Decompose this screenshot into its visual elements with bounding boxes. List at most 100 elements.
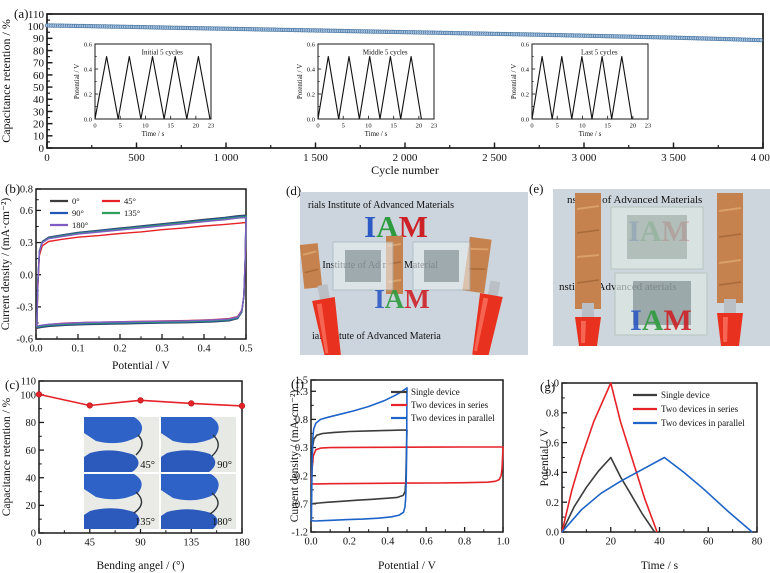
svg-text:0.0: 0.0 <box>20 270 33 281</box>
transparent-device-top <box>610 206 704 270</box>
bend-angle-label: 135° <box>135 517 155 528</box>
svg-text:0.6: 0.6 <box>20 206 33 217</box>
bending-photos-inset: 45° 90° 135° 180° <box>84 417 236 529</box>
svg-text:100: 100 <box>28 21 45 33</box>
initial-cycles-inset: 0 5 10 15 20 23 0.0 0.2 0.4 0.6 Time / s Potential … <box>73 41 214 138</box>
svg-text:-0.7: -0.7 <box>291 500 308 511</box>
svg-text:0.0: 0.0 <box>84 116 92 123</box>
alligator-clip-left <box>575 303 601 346</box>
svg-text:0.6: 0.6 <box>420 537 433 548</box>
svg-text:1.0: 1.0 <box>496 537 509 548</box>
svg-text:60: 60 <box>33 70 45 82</box>
bend-angle-label: 180° <box>212 517 232 528</box>
svg-text:0.2: 0.2 <box>307 91 315 98</box>
svg-text:0.2: 0.2 <box>546 498 559 509</box>
copper-tape-left <box>300 243 323 289</box>
svg-text:20: 20 <box>416 123 423 130</box>
svg-text:1.5: 1.5 <box>295 376 308 387</box>
svg-text:0.0: 0.0 <box>304 537 317 548</box>
svg-text:Two devices in series: Two devices in series <box>411 400 489 410</box>
svg-text:100: 100 <box>20 390 36 401</box>
copper-tape-left <box>575 193 601 309</box>
bend-photo-135: 135° <box>84 474 159 529</box>
svg-text:10: 10 <box>365 123 372 130</box>
svg-text:0: 0 <box>36 538 41 549</box>
bend-angle-label: 90° <box>217 460 232 471</box>
svg-text:90: 90 <box>33 33 45 45</box>
svg-text:-0.2: -0.2 <box>291 471 308 482</box>
panel-label-b: (b) <box>5 181 21 196</box>
svg-text:0.8: 0.8 <box>458 537 471 548</box>
svg-text:0.6: 0.6 <box>521 41 530 48</box>
svg-text:Current density / (mA·cm⁻²): Current density / (mA·cm⁻²) <box>0 198 12 331</box>
svg-text:Two devices in parallel: Two devices in parallel <box>411 413 495 423</box>
cv-series-parallel-chart: 0.0 0.2 0.4 0.6 0.8 1.0 -1.2 -0.7 -0.2 0.3 0.8 1.31… <box>289 376 510 572</box>
svg-text:Potential / V: Potential / V <box>73 64 81 99</box>
svg-text:Capacitance retention / %: Capacitance retention / % <box>0 19 13 143</box>
last-cycles-inset: 0 5 10 15 20 23 0.0 0.2 0.4 0.6 Time / s Potential … <box>510 41 651 138</box>
svg-text:-0.6: -0.6 <box>16 335 33 346</box>
svg-text:90: 90 <box>135 538 146 549</box>
svg-text:0: 0 <box>39 143 45 155</box>
bend-angle-label: 45° <box>140 460 155 471</box>
svg-text:180°: 180° <box>72 220 88 230</box>
svg-text:-1.2: -1.2 <box>291 528 308 539</box>
svg-text:10: 10 <box>33 131 45 143</box>
iam-logo-bottom: IAM <box>374 284 430 314</box>
bend-photo-45: 45° <box>84 417 159 472</box>
svg-text:10: 10 <box>142 123 149 130</box>
svg-text:0.8: 0.8 <box>295 415 308 426</box>
svg-text:Last 5 cycles: Last 5 cycles <box>581 49 618 57</box>
svg-text:0.0: 0.0 <box>546 528 559 539</box>
svg-text:0.4: 0.4 <box>307 66 316 73</box>
svg-text:0.3: 0.3 <box>20 238 33 249</box>
svg-text:0.4: 0.4 <box>546 468 560 479</box>
svg-text:45°: 45° <box>124 196 136 206</box>
svg-text:0.0: 0.0 <box>307 116 315 123</box>
retention-vs-bending-chart: 0 45 90 135 180 0 20 40 60 80 100 110 Bending angel … <box>1 377 250 572</box>
bend-photo-180: 180° <box>161 474 236 529</box>
svg-text:40: 40 <box>26 473 37 484</box>
svg-text:0.6: 0.6 <box>84 41 93 48</box>
svg-text:0.6: 0.6 <box>546 438 559 449</box>
transparent-device-right <box>412 241 471 291</box>
svg-text:Time / s: Time / s <box>365 130 388 138</box>
svg-text:60: 60 <box>703 537 714 548</box>
svg-text:-0.3: -0.3 <box>16 303 33 314</box>
svg-text:0: 0 <box>316 123 319 130</box>
cv-bending-angles-chart: 0.0 0.1 0.2 0.3 0.4 0.5 -0.6 -0.3 0.0 0.3 0.6 0.8 Po… <box>0 185 253 372</box>
svg-text:0.5: 0.5 <box>239 344 252 355</box>
svg-text:20: 20 <box>33 118 45 130</box>
svg-text:15: 15 <box>167 123 174 130</box>
svg-text:0°: 0° <box>72 196 80 206</box>
svg-text:Potential / V: Potential / V <box>112 360 171 372</box>
panel-label-e: (e) <box>529 181 544 196</box>
svg-text:0.3: 0.3 <box>155 344 168 355</box>
svg-text:0.0: 0.0 <box>29 344 42 355</box>
panel-label-d: (d) <box>286 183 302 198</box>
svg-text:0.2: 0.2 <box>521 91 529 98</box>
panel-label-c: (c) <box>5 377 20 392</box>
svg-text:Initial 5 cycles: Initial 5 cycles <box>142 49 183 57</box>
svg-text:0.2: 0.2 <box>113 344 126 355</box>
svg-text:Current density / (mA·cm⁻²): Current density / (mA·cm⁻²) <box>289 390 301 523</box>
photo-devices-stacked: nstitute of Advanced Materials IAM nstit… <box>553 189 770 346</box>
svg-text:5: 5 <box>119 123 122 130</box>
svg-text:0.0: 0.0 <box>521 116 529 123</box>
svg-text:80: 80 <box>26 418 37 429</box>
alligator-clip-right <box>717 299 743 346</box>
svg-text:1 000: 1 000 <box>214 152 239 164</box>
svg-text:Potential / V: Potential / V <box>539 428 551 487</box>
svg-text:5: 5 <box>556 123 559 130</box>
transparent-device-bottom <box>614 272 708 336</box>
svg-text:50: 50 <box>33 82 45 94</box>
svg-text:135°: 135° <box>124 208 140 218</box>
svg-text:80: 80 <box>752 537 763 548</box>
svg-text:Time / s: Time / s <box>641 560 679 572</box>
svg-text:3 000: 3 000 <box>572 152 597 164</box>
svg-text:20: 20 <box>26 501 37 512</box>
bend-photo-90: 90° <box>161 417 236 472</box>
iam-logo-top: IAM <box>364 209 428 244</box>
svg-text:5: 5 <box>342 123 345 130</box>
